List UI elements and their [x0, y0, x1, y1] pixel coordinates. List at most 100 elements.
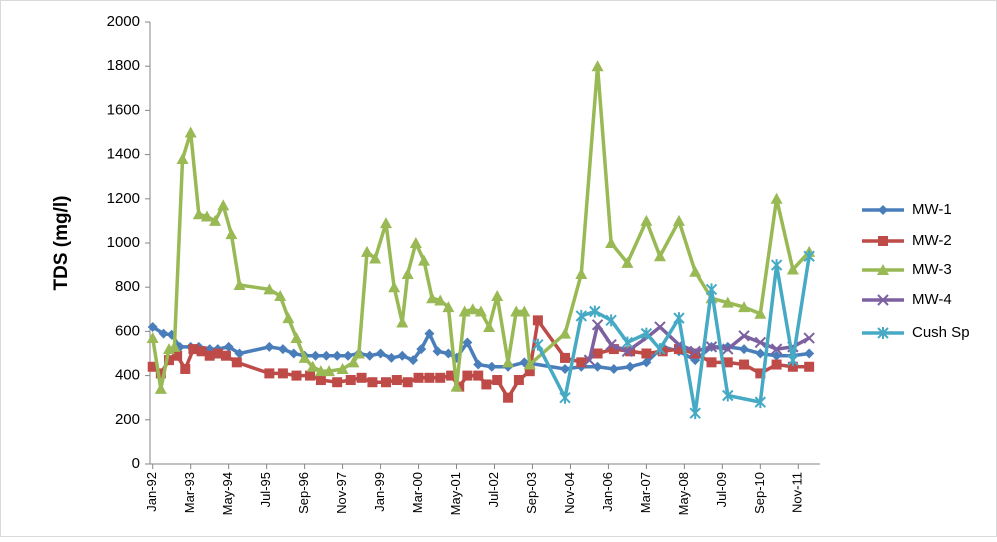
marker: [345, 375, 356, 386]
marker: [532, 338, 544, 351]
marker: [771, 359, 782, 370]
marker: [336, 362, 349, 374]
marker: [323, 365, 336, 377]
y-tick-label: 1600: [107, 101, 140, 118]
marker: [803, 250, 815, 263]
marker: [770, 343, 783, 355]
marker: [263, 283, 276, 295]
marker: [435, 372, 446, 383]
marker: [282, 312, 295, 324]
x-tick-label: Jan-99: [372, 472, 387, 512]
marker: [220, 350, 231, 361]
marker: [640, 327, 653, 340]
x-tick-label: Jan-06: [600, 472, 615, 512]
marker: [486, 361, 497, 372]
x-tick-label: Jul-09: [714, 472, 729, 507]
marker: [754, 396, 767, 409]
marker: [754, 336, 767, 349]
legend-label: MW-1: [912, 201, 952, 218]
y-tick-label: 1200: [107, 190, 140, 207]
marker: [379, 217, 392, 229]
marker: [288, 348, 299, 359]
marker: [361, 245, 374, 257]
marker: [641, 357, 652, 368]
marker: [804, 361, 815, 372]
marker: [878, 236, 888, 246]
marker: [591, 60, 604, 72]
marker: [209, 214, 222, 226]
marker: [739, 359, 750, 370]
y-tick-label: 400: [115, 367, 140, 384]
y-tick-label: 1800: [107, 57, 140, 74]
series-line: [536, 255, 811, 415]
series: [536, 255, 811, 415]
marker: [364, 350, 375, 361]
series: [150, 64, 811, 391]
marker: [184, 126, 197, 138]
marker: [532, 315, 543, 326]
marker: [321, 350, 332, 361]
marker: [408, 355, 419, 366]
marker: [705, 341, 718, 353]
marker: [755, 348, 766, 359]
legend-label: MW-2: [912, 232, 952, 249]
marker: [386, 352, 397, 363]
marker: [738, 301, 751, 313]
marker: [442, 301, 455, 313]
marker: [672, 214, 685, 226]
marker: [583, 354, 596, 366]
marker: [231, 357, 242, 368]
marker: [605, 314, 617, 327]
series-line: [150, 64, 811, 391]
legend-label: MW-3: [912, 261, 952, 278]
marker: [705, 283, 718, 296]
marker: [356, 372, 367, 383]
y-tick-label: 1400: [107, 146, 140, 163]
marker: [473, 359, 484, 370]
marker: [673, 312, 685, 325]
x-tick-label: Nov-11: [790, 472, 805, 513]
marker: [154, 382, 167, 394]
legend-label: Cush Sp: [912, 324, 970, 341]
marker: [332, 377, 343, 388]
marker: [722, 343, 734, 355]
marker: [877, 294, 889, 306]
marker: [274, 290, 287, 302]
marker: [576, 357, 587, 368]
marker: [413, 372, 424, 383]
marker: [654, 343, 666, 356]
marker: [755, 368, 766, 379]
marker: [803, 332, 815, 344]
marker: [641, 348, 652, 359]
marker: [621, 256, 634, 268]
marker: [503, 392, 514, 403]
marker: [605, 237, 618, 248]
marker: [589, 305, 601, 318]
marker: [416, 344, 427, 355]
marker: [654, 321, 666, 333]
marker: [560, 352, 571, 363]
marker: [770, 259, 783, 272]
marker: [290, 332, 303, 344]
marker: [466, 303, 479, 315]
marker: [877, 264, 889, 275]
marker: [352, 347, 365, 359]
marker: [787, 354, 799, 367]
marker: [192, 208, 205, 220]
marker: [367, 377, 378, 388]
marker: [176, 153, 189, 165]
marker: [492, 375, 503, 386]
marker: [310, 350, 321, 361]
marker: [424, 328, 435, 339]
legend-label: MW-4: [912, 291, 952, 308]
x-tick-label: Jan-92: [144, 472, 159, 512]
marker: [409, 237, 422, 248]
marker: [188, 344, 199, 355]
marker: [608, 363, 619, 374]
marker: [483, 320, 496, 332]
marker: [401, 267, 414, 279]
marker: [397, 350, 408, 361]
marker: [402, 377, 413, 388]
marker: [621, 345, 634, 357]
